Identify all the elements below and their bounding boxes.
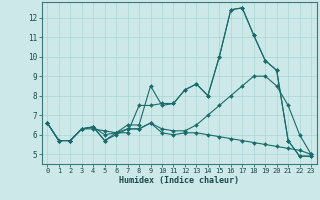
X-axis label: Humidex (Indice chaleur): Humidex (Indice chaleur) <box>119 176 239 185</box>
